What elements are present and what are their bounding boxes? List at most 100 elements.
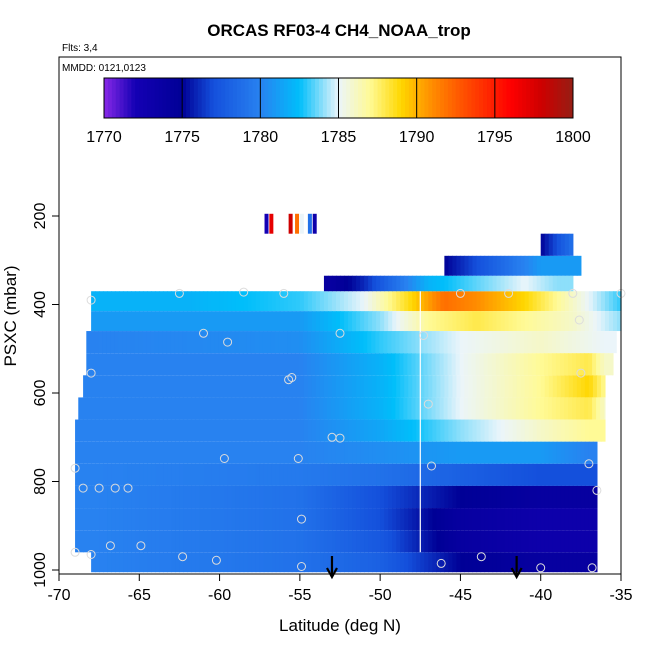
heatmap-cell [500, 419, 506, 442]
heatmap-cell [243, 463, 249, 486]
colorbar-segment [287, 78, 293, 118]
heatmap-cell [303, 375, 309, 398]
heatmap-cell [416, 275, 421, 292]
heatmap-cell [227, 485, 233, 509]
heatmap-cell [440, 419, 445, 442]
heatmap-cell [111, 291, 116, 312]
heatmap-cell [138, 353, 144, 376]
heatmap-cell [416, 311, 421, 332]
heatmap-cell [275, 311, 281, 332]
heatmap-cell [520, 530, 526, 553]
heatmap-cell [135, 291, 140, 312]
heatmap-cell [360, 375, 365, 398]
heatmap-cell [95, 485, 100, 509]
heatmap-cell [199, 375, 205, 398]
heatmap-cell [299, 530, 305, 553]
heatmap-cell [179, 311, 185, 332]
heatmap-cell [291, 375, 297, 398]
heatmap-cell [556, 441, 562, 464]
heatmap-cell [263, 463, 269, 486]
colorbar-tick-label: 1775 [164, 129, 200, 146]
heatmap-cell [492, 485, 498, 509]
heatmap-cell [440, 441, 445, 464]
heatmap-cell [372, 291, 377, 312]
heatmap-cell [274, 397, 280, 420]
heatmap-cell [211, 311, 217, 332]
heatmap-cell [496, 463, 502, 486]
heatmap-cell [364, 291, 369, 312]
heatmap-cell [323, 291, 329, 312]
heatmap-cell [231, 530, 237, 553]
heatmap-cell [480, 530, 486, 553]
heatmap-cell [223, 311, 229, 332]
heatmap-cell [111, 441, 116, 464]
heatmap-cell [592, 530, 598, 553]
heatmap-cell [178, 397, 184, 420]
heatmap-cell [496, 485, 502, 509]
heatmap-cell [444, 255, 449, 276]
heatmap-cell [107, 419, 112, 442]
heatmap-cell [487, 397, 493, 420]
heatmap-cell [420, 441, 425, 464]
heatmap-cell [319, 397, 324, 420]
heatmap-cell [352, 419, 357, 442]
heatmap-cell [271, 552, 277, 573]
heatmap-cell [351, 353, 356, 376]
heatmap-cell [207, 485, 213, 509]
heatmap-cell [547, 397, 553, 420]
heatmap-cell [556, 275, 562, 292]
heatmap-cell [331, 275, 337, 292]
heatmap-cell [572, 508, 578, 531]
heatmap-cell [283, 397, 288, 420]
heatmap-cell [392, 375, 397, 398]
heatmap-cell [539, 331, 545, 354]
heatmap-cell [223, 485, 229, 509]
heatmap-cell [83, 463, 88, 486]
colorbar-segment [291, 78, 297, 118]
heatmap-cell [214, 397, 220, 420]
heatmap-cell [464, 485, 470, 509]
heatmap-cell [504, 463, 510, 486]
heatmap-cell [207, 311, 213, 332]
heatmap-cell [372, 375, 377, 398]
heatmap-cell [372, 552, 377, 573]
heatmap-cell [339, 397, 344, 420]
heatmap-cell [131, 485, 136, 509]
heatmap-cell [131, 375, 136, 398]
heatmap-cell [203, 463, 209, 486]
heatmap-cell [267, 375, 273, 398]
heatmap-cell [235, 552, 241, 573]
heatmap-cell [295, 485, 301, 509]
heatmap-cell [516, 552, 522, 573]
heatmap-cell [503, 331, 509, 354]
heatmap-cell [439, 397, 445, 420]
heatmap-cell [484, 255, 490, 276]
heatmap-cell [327, 397, 332, 420]
heatmap-cell [456, 275, 462, 292]
heatmap-cell [544, 255, 550, 276]
heatmap-cell [380, 291, 385, 312]
heatmap-cell [186, 353, 192, 376]
heatmap-cell [267, 291, 273, 312]
heatmap-cell [191, 291, 197, 312]
heatmap-cell [251, 530, 257, 553]
heatmap-cell [440, 485, 445, 509]
heatmap-cell [90, 397, 95, 420]
heatmap-cell [111, 530, 116, 553]
heatmap-cell [348, 441, 353, 464]
heatmap-cell [278, 331, 284, 354]
heatmap-cell [187, 552, 193, 573]
heatmap-cell [540, 255, 546, 276]
heatmap-cell [368, 552, 373, 573]
heatmap-cell [167, 530, 172, 553]
heatmap-cell [588, 485, 594, 509]
heatmap-cell [532, 508, 538, 531]
heatmap-cell [191, 311, 197, 332]
heatmap-cell [86, 331, 91, 354]
heatmap-cell [231, 463, 237, 486]
colorbar-segment [201, 78, 207, 118]
heatmap-cell [364, 485, 369, 509]
heatmap-cell [131, 530, 136, 553]
heatmap-cell [331, 530, 337, 553]
heatmap-cell [552, 255, 558, 276]
